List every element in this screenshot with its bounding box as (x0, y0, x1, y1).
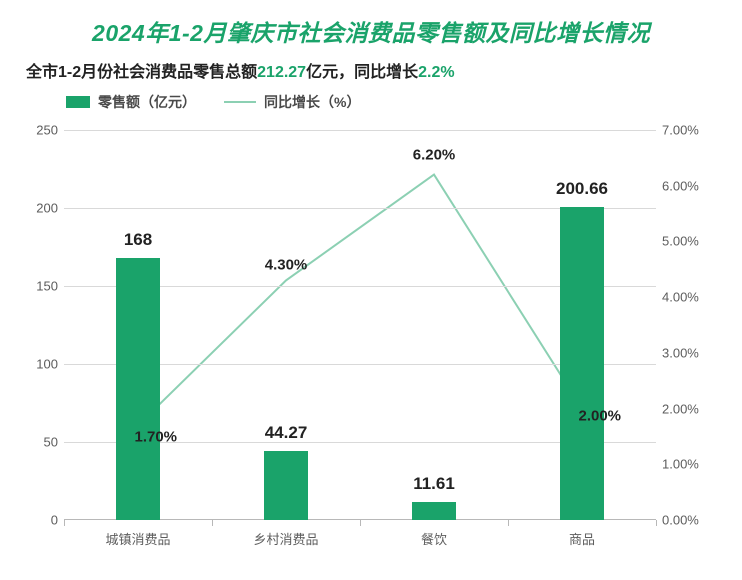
plot-area: 0501001502002500.00%1.00%2.00%3.00%4.00%… (64, 130, 656, 520)
y-right-tick-label: 6.00% (662, 178, 718, 193)
y-left-tick-label: 150 (24, 279, 58, 294)
y-right-tick-label: 4.00% (662, 290, 718, 305)
bar-value-label: 200.66 (556, 179, 608, 199)
subtitle-mid: 亿元，同比增长 (306, 64, 418, 81)
subtitle-value-1: 212.27 (257, 64, 306, 81)
chart-title: 2024年1-2月肇庆市社会消费品零售额及同比增长情况 (0, 0, 742, 48)
y-left-tick-label: 0 (24, 513, 58, 528)
y-left-tick-label: 200 (24, 201, 58, 216)
y-right-tick-label: 5.00% (662, 234, 718, 249)
bar (264, 451, 308, 520)
chart-area: 0501001502002500.00%1.00%2.00%3.00%4.00%… (20, 130, 722, 560)
y-left-tick-label: 250 (24, 123, 58, 138)
subtitle-value-2: 2.2% (418, 64, 454, 81)
chart-subtitle: 全市1-2月份社会消费品零售总额212.27亿元，同比增长2.2% (0, 48, 742, 86)
legend-label-bar: 零售额（亿元） (98, 92, 196, 112)
line-value-label: 1.70% (134, 428, 177, 445)
x-tick (212, 520, 213, 526)
line-value-label: 4.30% (265, 256, 308, 273)
line-value-label: 2.00% (578, 408, 621, 425)
legend-label-line: 同比增长（%） (264, 92, 360, 112)
bar-value-label: 168 (124, 230, 152, 250)
growth-line (138, 175, 582, 426)
x-tick (508, 520, 509, 526)
legend-item-bar: 零售额（亿元） (66, 92, 196, 112)
legend-swatch-bar (66, 96, 90, 108)
bar-value-label: 11.61 (413, 474, 455, 494)
bar (116, 258, 160, 520)
subtitle-prefix: 全市1-2月份社会消费品零售总额 (26, 64, 257, 81)
x-tick (360, 520, 361, 526)
legend-item-line: 同比增长（%） (224, 92, 360, 112)
y-right-tick-label: 3.00% (662, 345, 718, 360)
x-tick (64, 520, 65, 526)
y-left-tick-label: 100 (24, 357, 58, 372)
y-right-tick-label: 2.00% (662, 401, 718, 416)
x-axis-label: 餐饮 (421, 529, 447, 548)
x-axis-label: 乡村消费品 (253, 529, 318, 548)
bar-value-label: 44.27 (265, 423, 308, 443)
line-value-label: 6.20% (413, 147, 456, 164)
y-right-tick-label: 1.00% (662, 457, 718, 472)
y-right-tick-label: 0.00% (662, 513, 718, 528)
grid-line (64, 130, 656, 131)
x-axis-label: 城镇消费品 (105, 529, 170, 548)
legend-swatch-line (224, 101, 256, 103)
x-tick (656, 520, 657, 526)
bar (412, 502, 456, 520)
bar (560, 207, 604, 520)
legend: 零售额（亿元） 同比增长（%） (0, 86, 742, 120)
y-left-tick-label: 50 (24, 435, 58, 450)
x-axis-label: 商品 (569, 529, 595, 548)
y-right-tick-label: 7.00% (662, 123, 718, 138)
